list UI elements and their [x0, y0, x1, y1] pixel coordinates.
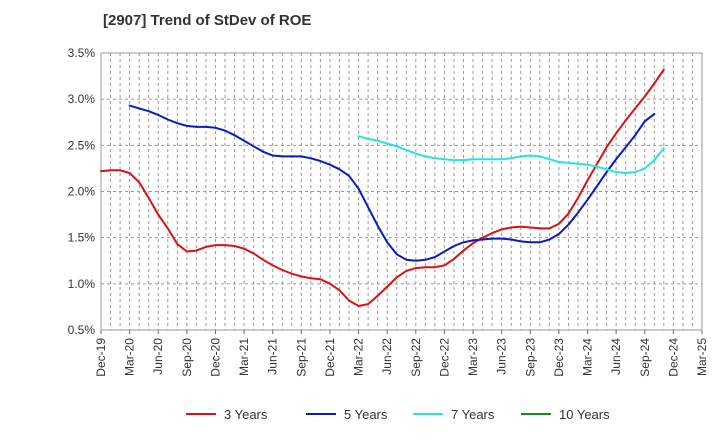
plot-border — [100, 52, 703, 331]
series-line-3-years — [100, 68, 665, 307]
y-tick-label: 0.5% — [68, 323, 96, 337]
series-line-5-years — [128, 104, 656, 262]
legend-label: 3 Years — [224, 407, 268, 422]
x-tick-label: Jun-20 — [151, 338, 165, 375]
x-tick-label: Sep-22 — [409, 338, 423, 377]
y-tick-label: 1.0% — [68, 277, 96, 291]
x-tick-label: Dec-20 — [208, 338, 222, 377]
x-tick-label: Dec-21 — [323, 338, 337, 377]
x-tick-label: Dec-24 — [666, 338, 680, 377]
x-tick-label: Sep-24 — [638, 338, 652, 377]
x-tick-label: Mar-24 — [581, 338, 595, 376]
x-tick-label: Mar-22 — [352, 338, 366, 376]
x-tick-label: Sep-20 — [180, 338, 194, 377]
x-tick-label: Jun-22 — [380, 338, 394, 375]
x-tick-label: Dec-22 — [437, 338, 451, 377]
x-tick-label: Jun-21 — [266, 338, 280, 375]
legend-label: 5 Years — [344, 407, 388, 422]
y-tick-label: 3.0% — [68, 92, 96, 106]
series-line-7-years — [357, 135, 665, 174]
x-tick-label: Mar-21 — [237, 338, 251, 376]
x-tick-label: Mar-23 — [466, 338, 480, 376]
legend-label: 7 Years — [451, 407, 495, 422]
y-tick-label: 3.5% — [68, 46, 96, 60]
y-tick-label: 2.5% — [68, 138, 96, 152]
x-tick-label: Mar-25 — [695, 338, 709, 376]
x-tick-label: Sep-23 — [523, 338, 537, 377]
y-tick-label: 2.0% — [68, 185, 96, 199]
x-tick-label: Dec-23 — [552, 338, 566, 377]
x-tick-label: Jun-24 — [609, 338, 623, 375]
y-tick-label: 1.5% — [68, 231, 96, 245]
x-tick-label: Sep-21 — [294, 338, 308, 377]
chart-title: [2907] Trend of StDev of ROE — [103, 12, 312, 29]
x-tick-label: Mar-20 — [123, 338, 137, 376]
x-tick-label: Jun-23 — [495, 338, 509, 375]
x-tick-label: Dec-19 — [94, 338, 108, 377]
legend-label: 10 Years — [559, 407, 610, 422]
